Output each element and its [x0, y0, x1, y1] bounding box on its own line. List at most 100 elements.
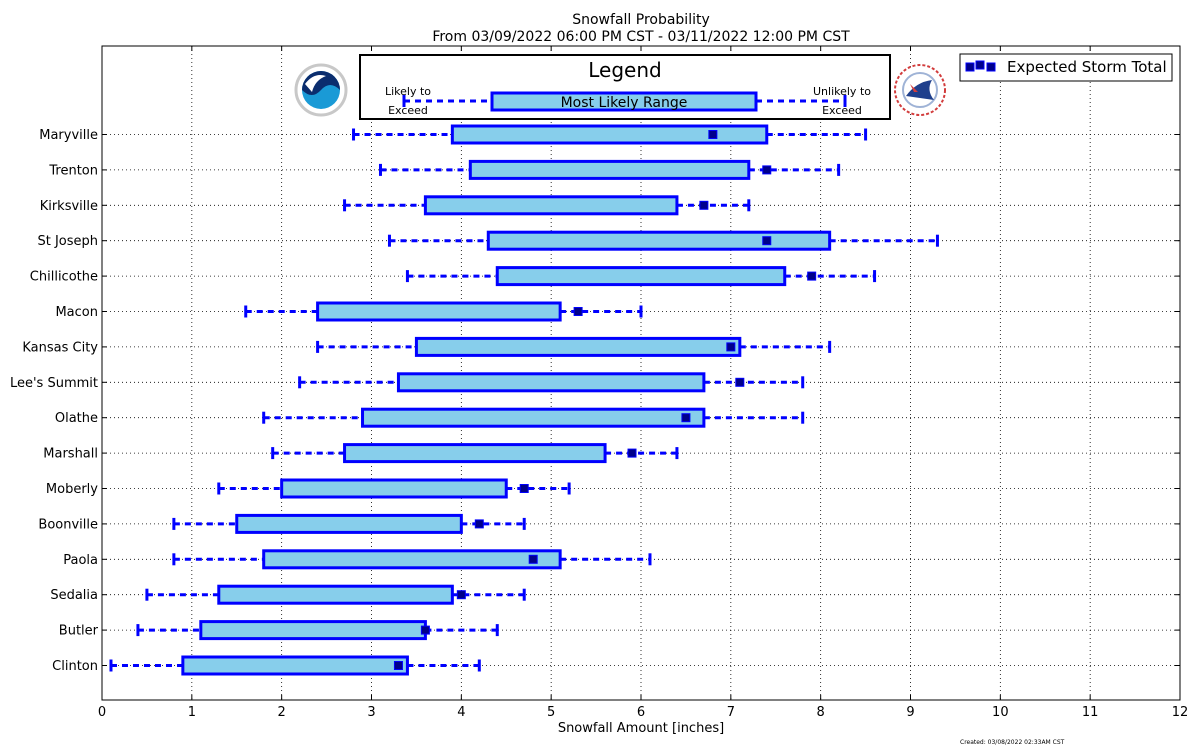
- range-box: [450, 124, 769, 145]
- range-box: [235, 513, 463, 534]
- y-tick-label: Chillicothe: [30, 270, 98, 285]
- y-tick-label: Trenton: [48, 163, 98, 178]
- noaa-logo: [294, 63, 348, 117]
- x-tick-label: 7: [727, 705, 735, 720]
- expected-marker: [456, 590, 466, 600]
- y-tick-label: Olathe: [55, 411, 98, 426]
- x-tick-label: 12: [1172, 705, 1189, 720]
- marker-legend: Expected Storm Total: [959, 53, 1173, 82]
- y-tick-label: Paola: [63, 553, 98, 568]
- nws-logo: [894, 64, 946, 116]
- boxplot-row: [109, 655, 481, 676]
- expected-marker: [807, 271, 817, 281]
- y-tick-label: Kansas City: [22, 340, 98, 355]
- x-tick-label: 1: [188, 705, 196, 720]
- x-tick-label: 3: [367, 705, 375, 720]
- x-tick-label: 9: [906, 705, 914, 720]
- expected-marker: [474, 519, 484, 529]
- range-box: [181, 655, 409, 676]
- expected-marker: [573, 307, 583, 316]
- boxplot-series: [109, 124, 939, 676]
- y-tick-label: Boonville: [38, 517, 98, 532]
- chart-title: Snowfall Probability: [572, 12, 710, 28]
- boxplot-row: [298, 372, 805, 393]
- x-tick-label: 11: [1082, 705, 1099, 720]
- expected-marker: [627, 448, 637, 458]
- legend-range-box: [490, 91, 758, 112]
- y-tick-label: Butler: [59, 624, 99, 639]
- range-box: [262, 549, 562, 570]
- legend-range-label: Most Likely Range: [561, 95, 688, 111]
- y-tick-label: Clinton: [52, 659, 98, 674]
- boxplot-row: [316, 336, 832, 357]
- y-axis: Maryville Trenton Kirksville St Joseph Chill…: [10, 128, 1180, 674]
- legend-low-label-line2: Exceed: [388, 104, 428, 117]
- expected-marker: [393, 661, 403, 670]
- x-axis: 0 1 2 3 4 5 6 7 8 9 10 11 12: [98, 46, 1188, 720]
- legend-high-label-line1: Unlikely to: [813, 85, 871, 98]
- boxplot-row: [172, 549, 652, 570]
- legend-high-label-line2: Exceed: [822, 104, 862, 117]
- marker-legend-square-1: [965, 62, 975, 72]
- chart-subtitle: From 03/09/2022 06:00 PM CST - 03/11/202…: [432, 29, 850, 45]
- y-tick-label: Sedalia: [50, 588, 98, 603]
- y-tick-label: St Joseph: [37, 234, 98, 249]
- expected-marker: [420, 625, 430, 635]
- marker-legend-square-3: [986, 62, 996, 72]
- y-tick-label: Macon: [55, 305, 98, 320]
- x-axis-label: Snowfall Amount [inches]: [558, 721, 724, 736]
- marker-legend-square-2: [975, 60, 985, 70]
- expected-marker: [681, 413, 691, 423]
- x-tick-label: 0: [98, 705, 106, 720]
- range-box: [396, 372, 706, 393]
- expected-marker: [735, 377, 745, 387]
- x-tick-label: 10: [992, 705, 1009, 720]
- boxplot-row: [271, 443, 679, 464]
- x-tick-label: 6: [637, 705, 645, 720]
- boxplot-row: [378, 159, 841, 180]
- boxplot-row: [172, 513, 526, 534]
- x-tick-label: 2: [278, 705, 286, 720]
- legend: Legend Most Likely Range Likely to Excee…: [359, 54, 891, 120]
- range-box: [199, 620, 427, 641]
- boxplot-row: [217, 478, 571, 499]
- boxplot-row: [262, 407, 805, 428]
- range-box: [343, 443, 607, 464]
- x-tick-label: 5: [547, 705, 555, 720]
- range-box: [495, 266, 787, 287]
- legend-low-label-line1: Likely to: [385, 85, 431, 98]
- x-tick-label: 4: [457, 705, 465, 720]
- boxplot-row: [387, 230, 939, 251]
- expected-marker: [726, 342, 736, 352]
- expected-marker: [762, 236, 772, 246]
- boxplot-row: [136, 620, 499, 641]
- boxplot-row: [244, 301, 643, 322]
- range-box: [414, 336, 742, 357]
- y-tick-label: Kirksville: [40, 199, 98, 214]
- range-box: [486, 230, 832, 251]
- range-box: [468, 159, 751, 180]
- boxplot-row: [343, 195, 751, 216]
- range-box: [280, 478, 508, 499]
- y-tick-label: Moberly: [46, 482, 98, 497]
- range-box: [217, 584, 454, 605]
- range-box: [361, 407, 706, 428]
- expected-marker: [762, 165, 772, 175]
- boxplot-row: [405, 266, 877, 287]
- range-box: [423, 195, 679, 216]
- expected-marker: [699, 200, 709, 210]
- boxplot-row: [145, 584, 526, 605]
- marker-legend-label: Expected Storm Total: [1007, 58, 1167, 76]
- legend-title: Legend: [588, 58, 661, 82]
- expected-marker: [528, 554, 538, 564]
- y-tick-label: Lee's Summit: [10, 376, 98, 391]
- y-tick-label: Marshall: [43, 447, 98, 462]
- created-footer: Created: 03/08/2022 02:33AM CST: [960, 739, 1065, 746]
- y-tick-label: Maryville: [39, 128, 98, 143]
- x-tick-label: 8: [817, 705, 825, 720]
- range-box: [316, 301, 562, 322]
- expected-marker: [708, 130, 718, 139]
- expected-marker: [519, 484, 529, 493]
- boxplot-row: [352, 124, 868, 145]
